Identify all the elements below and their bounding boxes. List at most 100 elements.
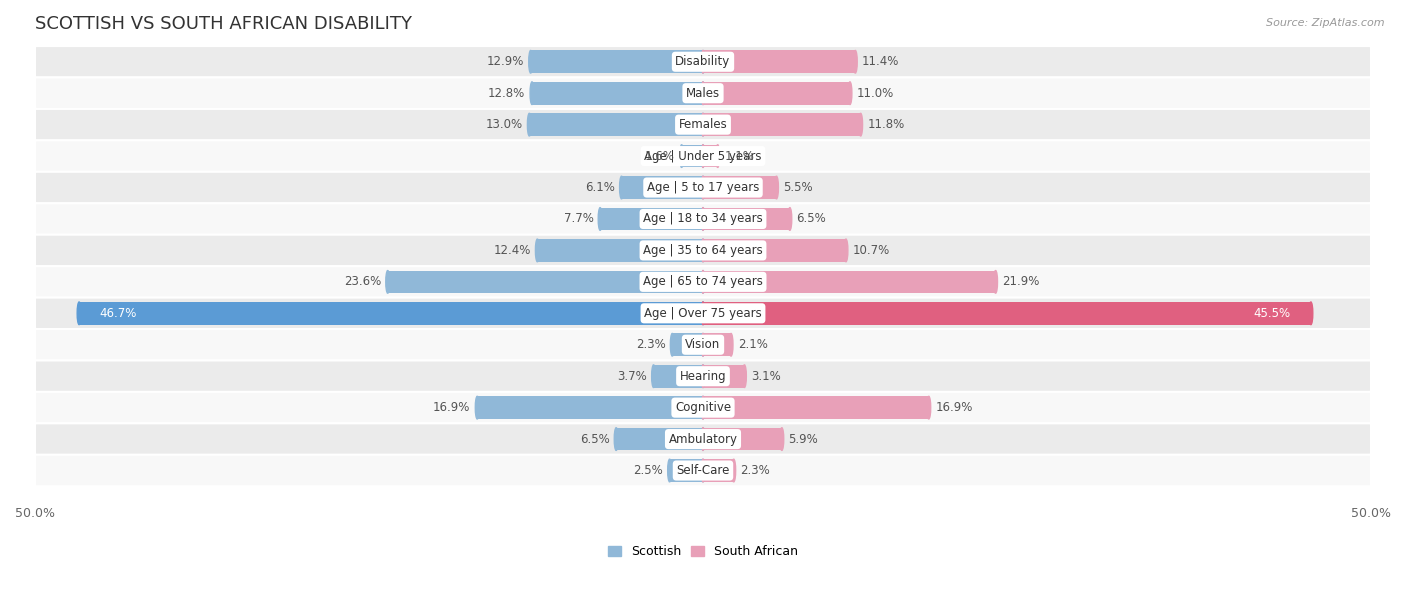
Text: Hearing: Hearing [679, 370, 727, 382]
Text: 2.1%: 2.1% [738, 338, 768, 351]
Ellipse shape [702, 271, 704, 293]
Ellipse shape [530, 82, 534, 105]
Ellipse shape [651, 365, 655, 387]
FancyBboxPatch shape [35, 424, 1371, 455]
Text: 12.4%: 12.4% [494, 244, 530, 257]
Ellipse shape [730, 334, 733, 356]
Ellipse shape [668, 459, 672, 482]
FancyBboxPatch shape [35, 78, 1371, 109]
Ellipse shape [385, 271, 389, 293]
Bar [388, 271, 703, 293]
Bar [477, 397, 703, 419]
Bar [654, 365, 703, 387]
Bar [703, 302, 1310, 324]
Ellipse shape [536, 239, 540, 262]
Ellipse shape [702, 145, 704, 168]
Text: 2.3%: 2.3% [741, 464, 770, 477]
Ellipse shape [620, 176, 623, 199]
Text: 2.3%: 2.3% [636, 338, 665, 351]
Text: Age | Over 75 years: Age | Over 75 years [644, 307, 762, 320]
Ellipse shape [702, 145, 704, 168]
Bar [703, 82, 851, 105]
Text: Source: ZipAtlas.com: Source: ZipAtlas.com [1267, 18, 1385, 28]
Text: 11.0%: 11.0% [856, 87, 894, 100]
Text: 11.4%: 11.4% [862, 55, 900, 69]
Ellipse shape [994, 271, 997, 293]
Ellipse shape [702, 397, 704, 419]
Text: 7.7%: 7.7% [564, 212, 593, 225]
Bar [703, 459, 734, 482]
Bar [79, 302, 703, 324]
Text: Age | 18 to 34 years: Age | 18 to 34 years [643, 212, 763, 225]
Ellipse shape [702, 239, 704, 262]
Ellipse shape [702, 459, 704, 482]
Text: Ambulatory: Ambulatory [668, 433, 738, 446]
Bar [616, 428, 703, 450]
Text: Disability: Disability [675, 55, 731, 69]
Bar [703, 207, 790, 230]
Text: 46.7%: 46.7% [100, 307, 136, 320]
Text: Vision: Vision [685, 338, 721, 351]
Text: 5.9%: 5.9% [789, 433, 818, 446]
Text: 16.9%: 16.9% [935, 401, 973, 414]
Ellipse shape [702, 207, 704, 230]
Ellipse shape [702, 334, 704, 356]
Ellipse shape [702, 428, 704, 450]
FancyBboxPatch shape [35, 203, 1371, 234]
Bar [703, 50, 855, 73]
Ellipse shape [780, 428, 783, 450]
Ellipse shape [702, 50, 704, 73]
Bar [529, 113, 703, 136]
Ellipse shape [702, 302, 704, 324]
FancyBboxPatch shape [35, 455, 1371, 487]
Ellipse shape [598, 207, 602, 230]
Text: 2.5%: 2.5% [633, 464, 662, 477]
FancyBboxPatch shape [35, 46, 1371, 78]
Ellipse shape [702, 207, 704, 230]
Text: 3.7%: 3.7% [617, 370, 647, 382]
FancyBboxPatch shape [35, 109, 1371, 140]
FancyBboxPatch shape [35, 266, 1371, 297]
Bar [703, 397, 929, 419]
Ellipse shape [853, 50, 858, 73]
Text: 11.8%: 11.8% [868, 118, 904, 131]
Bar [703, 271, 995, 293]
Text: Females: Females [679, 118, 727, 131]
Bar [703, 365, 744, 387]
Ellipse shape [702, 459, 704, 482]
Ellipse shape [475, 397, 479, 419]
Ellipse shape [702, 176, 704, 199]
Bar [531, 82, 703, 105]
Ellipse shape [702, 82, 704, 105]
Bar [621, 176, 703, 199]
Bar [703, 145, 717, 168]
Text: 6.1%: 6.1% [585, 181, 614, 194]
FancyBboxPatch shape [35, 297, 1371, 329]
Ellipse shape [1309, 302, 1313, 324]
Bar [703, 428, 782, 450]
Text: Cognitive: Cognitive [675, 401, 731, 414]
Ellipse shape [702, 239, 704, 262]
Ellipse shape [731, 459, 735, 482]
FancyBboxPatch shape [35, 172, 1371, 203]
Text: 13.0%: 13.0% [485, 118, 523, 131]
Ellipse shape [702, 302, 704, 324]
FancyBboxPatch shape [35, 360, 1371, 392]
Ellipse shape [702, 82, 704, 105]
Ellipse shape [679, 145, 683, 168]
Text: 12.9%: 12.9% [486, 55, 524, 69]
Ellipse shape [702, 113, 704, 136]
Ellipse shape [775, 176, 779, 199]
Ellipse shape [848, 82, 852, 105]
Bar [537, 239, 703, 262]
Text: 5.5%: 5.5% [783, 181, 813, 194]
Bar [672, 334, 703, 356]
Text: 6.5%: 6.5% [579, 433, 609, 446]
Ellipse shape [702, 365, 704, 387]
Ellipse shape [927, 397, 931, 419]
Ellipse shape [527, 113, 531, 136]
Text: 1.1%: 1.1% [724, 149, 754, 163]
Text: Self-Care: Self-Care [676, 464, 730, 477]
Bar [703, 176, 776, 199]
Text: Age | 35 to 64 years: Age | 35 to 64 years [643, 244, 763, 257]
